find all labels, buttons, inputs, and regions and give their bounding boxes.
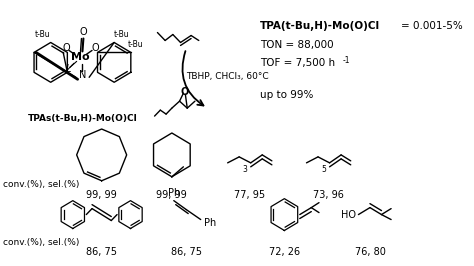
Text: HO: HO xyxy=(341,210,356,219)
Text: 3: 3 xyxy=(243,165,247,174)
Text: O: O xyxy=(62,43,70,53)
Text: TOF = 7,500 h: TOF = 7,500 h xyxy=(260,59,336,68)
Text: TPAs(t-Bu,H)-Mo(O)Cl: TPAs(t-Bu,H)-Mo(O)Cl xyxy=(27,114,137,123)
Text: conv.(%), sel.(%): conv.(%), sel.(%) xyxy=(3,238,79,247)
Text: 73, 96: 73, 96 xyxy=(313,190,344,200)
Text: 5: 5 xyxy=(321,165,326,174)
Text: t-Bu: t-Bu xyxy=(128,40,143,49)
Text: O: O xyxy=(80,27,87,36)
Text: O: O xyxy=(180,87,189,97)
Text: Mo: Mo xyxy=(71,52,90,63)
Text: = 0.001-5%: = 0.001-5% xyxy=(401,20,463,31)
Text: -1: -1 xyxy=(343,56,351,65)
Text: N: N xyxy=(79,70,86,80)
Text: Ph: Ph xyxy=(168,188,180,198)
Text: TPA(t-Bu,H)-Mo(O)Cl: TPA(t-Bu,H)-Mo(O)Cl xyxy=(260,20,381,31)
Text: 72, 26: 72, 26 xyxy=(269,247,300,257)
Text: O: O xyxy=(91,43,99,53)
Text: TON = 88,000: TON = 88,000 xyxy=(260,40,334,51)
Text: 86, 75: 86, 75 xyxy=(171,247,202,257)
Text: 86, 75: 86, 75 xyxy=(86,247,117,257)
Text: 99, 99: 99, 99 xyxy=(86,190,117,200)
Text: t-Bu: t-Bu xyxy=(114,30,130,39)
Text: up to 99%: up to 99% xyxy=(260,90,314,100)
Text: TBHP, CHCl₃, 60°C: TBHP, CHCl₃, 60°C xyxy=(186,72,269,81)
Text: Ph: Ph xyxy=(204,218,217,227)
Text: t-Bu: t-Bu xyxy=(35,30,51,39)
Text: L: L xyxy=(65,64,71,74)
Text: 76, 80: 76, 80 xyxy=(356,247,386,257)
Text: 99, 99: 99, 99 xyxy=(156,190,187,200)
Text: 77, 95: 77, 95 xyxy=(234,190,265,200)
Text: conv.(%), sel.(%): conv.(%), sel.(%) xyxy=(3,180,79,189)
